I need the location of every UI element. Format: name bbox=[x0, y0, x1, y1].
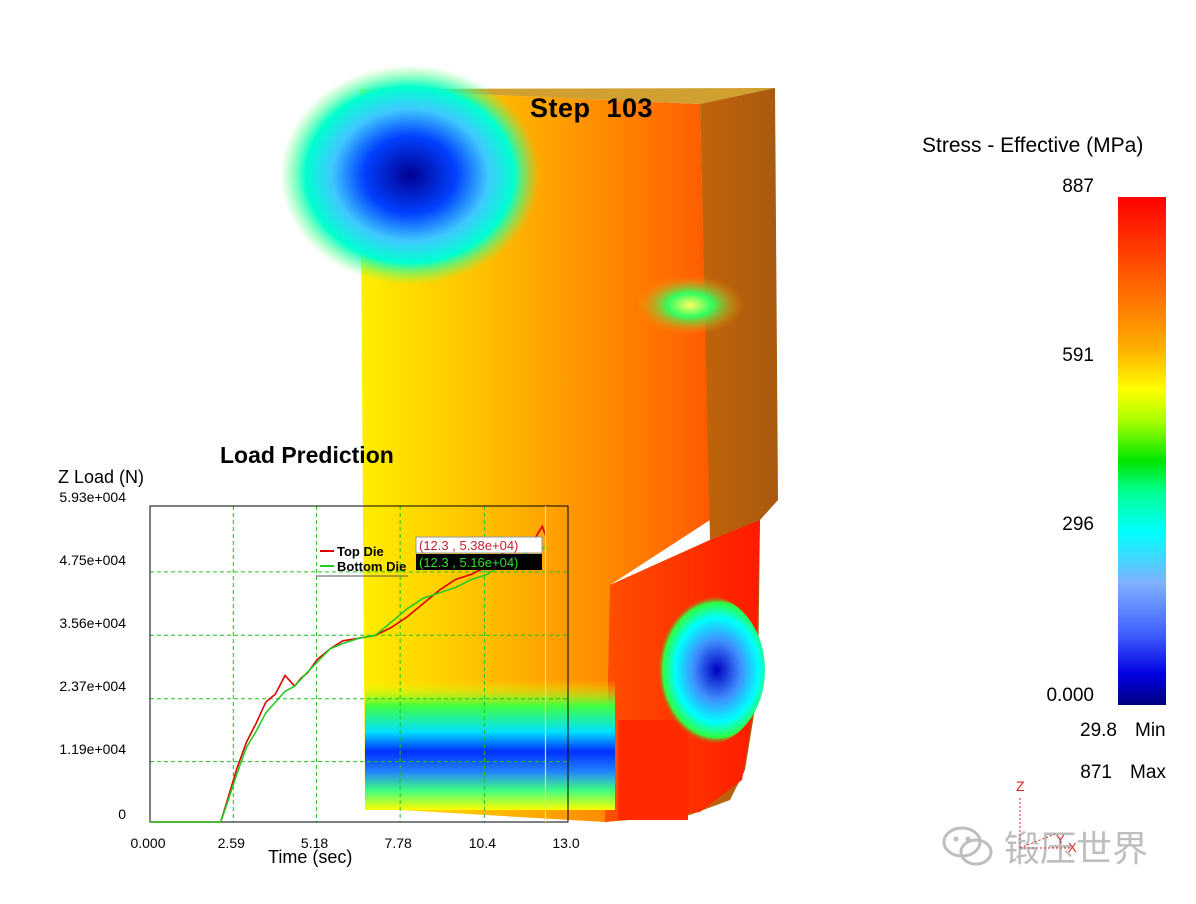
legend-title: Stress - Effective (MPa) bbox=[922, 134, 1144, 157]
readout-top-die: (12.3 , 5.38e+04) bbox=[419, 538, 518, 553]
legend-tick-3: 296 bbox=[1062, 514, 1094, 535]
legend-tick-min: 0.000 bbox=[1046, 685, 1094, 706]
legend-tick-2: 591 bbox=[1062, 345, 1094, 366]
y-tick-label: 4.75e+004 bbox=[59, 552, 126, 568]
plot-frame bbox=[149, 505, 569, 823]
readout-top-die-box bbox=[415, 536, 543, 554]
min-label: Min bbox=[1135, 720, 1166, 741]
x-tick-label: 13.0 bbox=[552, 835, 579, 851]
legend-tick-max: 887 bbox=[1062, 176, 1094, 197]
wechat-icon bbox=[942, 826, 993, 866]
step-label: Step 103 bbox=[530, 93, 654, 123]
stress-color-scale bbox=[1118, 197, 1166, 705]
series-bottom-die-line bbox=[150, 546, 546, 823]
y-tick-label: 1.19e+004 bbox=[59, 741, 126, 757]
readout-bottom-die: (12.3 , 5.16e+04) bbox=[419, 555, 518, 570]
x-tick-label: 2.59 bbox=[218, 835, 245, 851]
chart-x-axis-label: Time (sec) bbox=[268, 847, 353, 867]
chart-title: Load Prediction bbox=[220, 442, 394, 468]
y-tick-label: 3.56e+004 bbox=[59, 615, 126, 631]
axis-triad-y: Y bbox=[1056, 832, 1065, 847]
chart-y-axis-label: Z Load (N) bbox=[58, 467, 145, 487]
x-tick-label: 5.18 bbox=[301, 835, 328, 851]
readout-bottom-die-box bbox=[416, 554, 542, 570]
x-tick-label: 10.4 bbox=[469, 835, 496, 851]
axis-triad-icon: Y X bbox=[1019, 798, 1077, 855]
watermark-text: 锻压世界 bbox=[1004, 829, 1149, 870]
axis-triad-z: Z bbox=[1016, 778, 1025, 794]
x-tick-label: 0.000 bbox=[130, 835, 165, 851]
watermark: 锻压世界 bbox=[940, 820, 1148, 872]
min-value: 29.8 bbox=[1080, 720, 1117, 741]
axis-triad-x: X bbox=[1068, 840, 1077, 855]
x-tick-label: 7.78 bbox=[385, 835, 412, 851]
legend-top-die: Top Die bbox=[337, 544, 384, 559]
y-tick-label: 0 bbox=[118, 806, 126, 822]
y-tick-label: 5.93e+004 bbox=[59, 489, 126, 505]
legend-bottom-die: Bottom Die bbox=[337, 559, 406, 574]
y-tick-label: 2.37e+004 bbox=[59, 678, 126, 694]
max-value: 871 bbox=[1080, 762, 1112, 783]
max-label: Max bbox=[1130, 762, 1166, 783]
